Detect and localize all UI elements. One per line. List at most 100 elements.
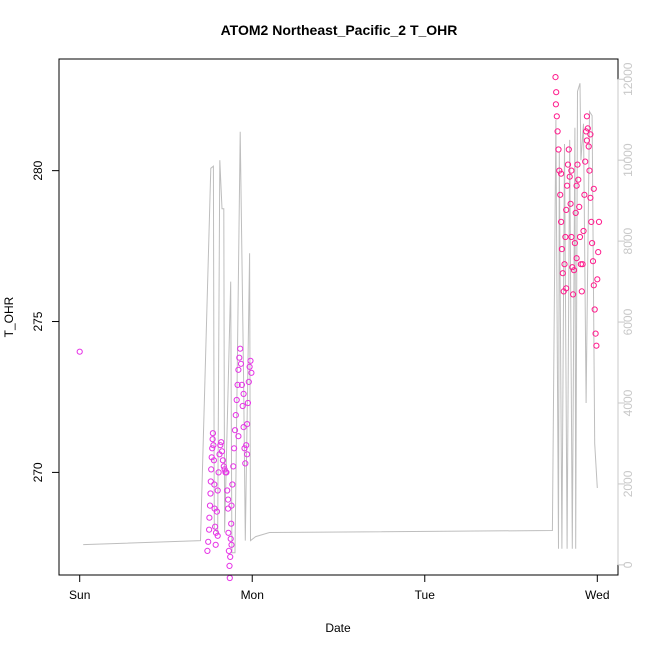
data-point xyxy=(232,412,239,419)
data-point xyxy=(589,240,596,247)
data-point xyxy=(214,532,221,539)
data-point xyxy=(238,381,245,388)
data-point xyxy=(586,167,593,174)
data-point xyxy=(567,200,574,207)
data-point xyxy=(209,445,216,452)
data-point xyxy=(231,445,238,452)
data-point xyxy=(213,508,220,515)
data-point xyxy=(208,466,215,473)
y-right-tick-label: 6000 xyxy=(621,308,635,335)
data-point xyxy=(218,439,225,446)
data-point xyxy=(210,442,217,449)
data-point xyxy=(562,233,569,241)
data-point xyxy=(564,182,571,189)
data-point xyxy=(554,128,561,135)
data-point xyxy=(223,469,230,476)
data-point xyxy=(210,457,217,464)
data-point xyxy=(563,206,570,213)
data-point xyxy=(594,276,601,283)
x-axis: Sun Mon Tue Wed xyxy=(69,574,610,602)
data-point xyxy=(225,547,232,555)
data-point xyxy=(572,209,579,216)
x-axis-label: Date xyxy=(325,621,351,635)
data-point xyxy=(225,529,232,536)
data-point xyxy=(219,457,226,464)
data-point xyxy=(206,502,214,509)
data-point xyxy=(552,74,559,81)
data-point xyxy=(566,173,573,180)
data-point xyxy=(207,490,214,497)
data-point xyxy=(234,381,241,388)
data-point xyxy=(225,505,232,512)
y-tick-label: 270 xyxy=(31,462,45,482)
data-point xyxy=(574,161,581,168)
data-point xyxy=(583,137,591,144)
data-point xyxy=(569,264,576,271)
y-right-tick-label: 8000 xyxy=(621,227,635,254)
y-right-tick-label: 12000 xyxy=(621,62,635,96)
y-right-tick-label: 2000 xyxy=(621,470,635,497)
data-point xyxy=(233,396,240,404)
chart-title: ATOM2 Northeast_Pacific_2 T_OHR xyxy=(221,22,458,38)
data-point xyxy=(209,436,216,443)
data-point xyxy=(571,240,579,247)
data-point xyxy=(206,514,213,521)
data-point xyxy=(230,463,237,470)
data-point xyxy=(240,390,247,397)
data-point xyxy=(215,469,222,476)
data-point xyxy=(593,342,600,349)
data-point xyxy=(558,246,566,253)
data-point xyxy=(553,89,560,96)
data-point xyxy=(587,131,594,138)
y-tick-label: 280 xyxy=(31,160,45,180)
data-point xyxy=(220,463,227,470)
data-point xyxy=(581,191,588,198)
data-point xyxy=(568,167,575,174)
data-point xyxy=(211,481,218,488)
data-point xyxy=(553,113,560,120)
data-point xyxy=(229,481,236,488)
data-point xyxy=(231,427,239,434)
altitude-line xyxy=(83,83,598,554)
data-point xyxy=(582,158,589,165)
data-point xyxy=(236,354,243,361)
data-point xyxy=(578,288,585,295)
data-point xyxy=(247,357,254,364)
data-point xyxy=(592,330,599,337)
data-point xyxy=(235,366,242,373)
data-point xyxy=(212,523,219,530)
data-point xyxy=(246,363,253,370)
data-point xyxy=(245,378,252,385)
data-point xyxy=(568,233,575,241)
data-point xyxy=(576,203,583,210)
data-point xyxy=(583,113,591,120)
data-point xyxy=(589,258,597,265)
y-axis-right: 0 2000 4000 6000 8000 10000 12000 xyxy=(617,62,635,568)
data-point xyxy=(559,270,566,277)
x-tick-label: Wed xyxy=(585,588,609,602)
data-point xyxy=(564,161,572,168)
data-point xyxy=(591,306,598,313)
data-point xyxy=(558,170,565,177)
data-point xyxy=(207,478,214,485)
data-point xyxy=(587,194,594,201)
data-point xyxy=(240,424,247,431)
data-point xyxy=(204,547,211,555)
data-point xyxy=(575,176,582,183)
y-right-tick-label: 4000 xyxy=(621,389,635,416)
data-point xyxy=(226,574,233,582)
data-point xyxy=(224,487,231,494)
data-point xyxy=(227,553,234,561)
data-point xyxy=(573,182,580,189)
data-point xyxy=(226,562,233,570)
data-point xyxy=(237,360,245,367)
data-point xyxy=(570,267,578,274)
data-point xyxy=(577,261,585,268)
data-point xyxy=(214,487,221,494)
y-right-tick-label: 10000 xyxy=(621,143,635,177)
altitude-line-layer xyxy=(83,83,598,554)
data-point xyxy=(595,218,603,225)
data-point xyxy=(580,227,587,235)
data-point xyxy=(588,218,595,225)
y-tick-label: 275 xyxy=(31,311,45,331)
